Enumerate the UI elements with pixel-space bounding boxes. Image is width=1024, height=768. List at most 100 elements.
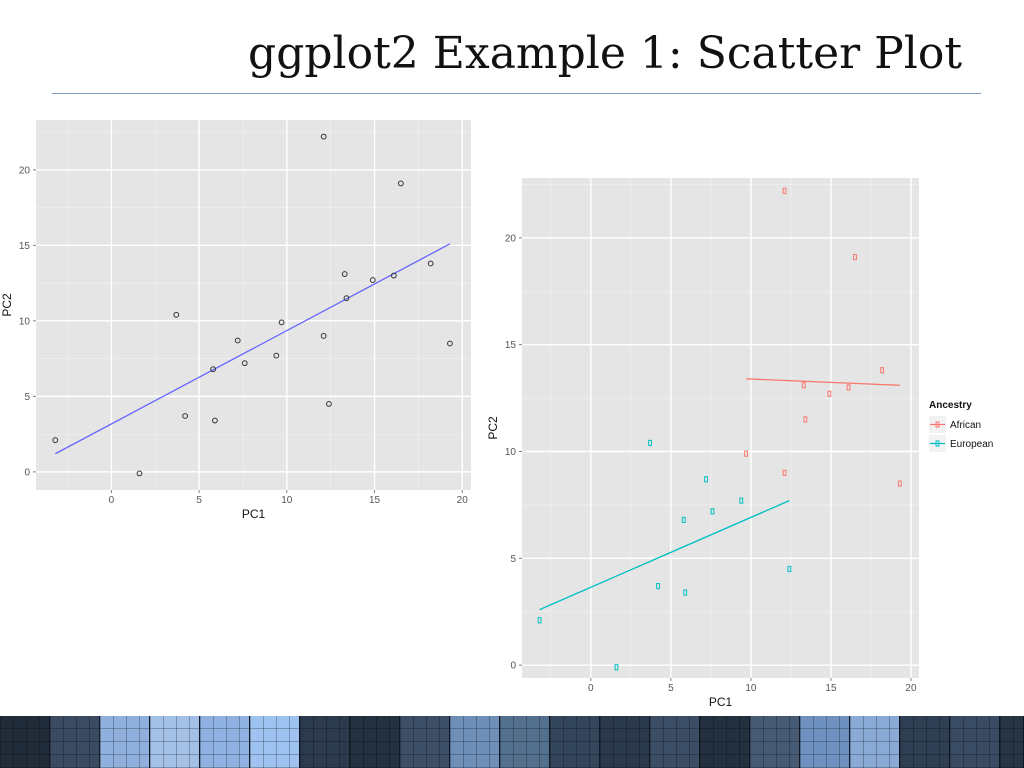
footer-tile (800, 716, 850, 768)
footer-tile (1000, 716, 1024, 768)
x-tick-label: 20 (457, 495, 469, 506)
data-point-european (710, 508, 715, 515)
y-tick-label: 0 (24, 467, 30, 478)
data-point-african (853, 253, 857, 261)
y-tick-label: 15 (505, 340, 517, 351)
data-point (369, 277, 376, 283)
y-tick-label: 20 (505, 233, 517, 244)
footer-tile (350, 716, 400, 768)
data-point (212, 417, 218, 424)
y-tick-label: 10 (19, 316, 31, 327)
footer-decoration (0, 716, 1024, 768)
data-point-european (704, 476, 708, 483)
legend: Ancestry African European (929, 400, 993, 452)
data-point-european (648, 439, 652, 447)
data-point (241, 360, 248, 367)
footer-tile (0, 716, 50, 768)
x-tick-label: 10 (281, 495, 293, 506)
scatter-plot-left: 0 5 10 15 20 0 5 10 15 20 PC1 PC2 (0, 120, 471, 521)
data-point (343, 295, 350, 302)
data-point (320, 133, 327, 140)
data-point (326, 401, 332, 407)
x-tick-label: 15 (825, 683, 837, 694)
plot-panel (36, 120, 471, 490)
x-tick-label: 15 (369, 495, 381, 506)
data-point-african (782, 469, 787, 476)
data-point (136, 470, 143, 477)
data-point (320, 333, 327, 339)
footer-tile (950, 716, 1000, 768)
data-point-european (683, 589, 688, 596)
plot-panel (522, 178, 919, 678)
legend-key-marker (935, 421, 940, 428)
data-point-african (846, 384, 851, 391)
data-point-african (782, 187, 787, 194)
title-divider (52, 93, 981, 94)
data-point (447, 340, 453, 347)
y-tick-label: 5 (510, 554, 516, 565)
x-axis-title: PC1 (709, 695, 733, 709)
data-point (52, 437, 59, 444)
footer-tile (400, 716, 450, 768)
data-point-african (803, 416, 808, 423)
x-tick-label: 5 (196, 495, 202, 506)
footer-tile (900, 716, 950, 768)
footer-tile (750, 716, 800, 768)
x-tick-label: 10 (745, 683, 757, 694)
data-point (234, 337, 241, 344)
data-point-european (537, 617, 542, 624)
data-point-european (614, 664, 619, 671)
data-point (341, 271, 348, 277)
data-point-european (656, 583, 660, 590)
regression-line-african (746, 378, 900, 386)
data-point-european (681, 516, 686, 523)
x-tick-label: 0 (588, 683, 594, 694)
y-tick-label: 10 (505, 447, 517, 458)
data-point (210, 366, 217, 373)
data-point-european (739, 497, 744, 504)
footer-tile (50, 716, 100, 768)
legend-key-marker (935, 440, 940, 447)
data-point-african (897, 480, 902, 487)
y-tick-label: 0 (510, 661, 516, 672)
data-point-african (744, 450, 749, 457)
footer-tile (250, 716, 300, 768)
footer-tile (650, 716, 700, 768)
data-point (390, 272, 397, 279)
y-tick-label: 20 (19, 165, 31, 176)
y-tick-label: 5 (24, 392, 30, 403)
x-tick-label: 20 (905, 683, 917, 694)
footer-tile (850, 716, 900, 768)
footer-tile (300, 716, 350, 768)
x-tick-label: 5 (668, 683, 674, 694)
footer-tile (150, 716, 200, 768)
y-tick-label: 15 (19, 241, 31, 252)
data-point (397, 180, 404, 187)
footer-tile (200, 716, 250, 768)
footer-tile (500, 716, 550, 768)
regression-line-european (539, 500, 790, 611)
data-point (427, 260, 434, 267)
data-point-african (880, 367, 885, 374)
legend-label-african: African (950, 420, 981, 431)
data-point-european (787, 565, 792, 573)
x-tick-label: 0 (109, 495, 115, 506)
regression-line (54, 243, 451, 455)
data-point-african (827, 390, 832, 397)
data-point (173, 311, 180, 318)
y-axis-title: PC2 (486, 416, 500, 440)
data-point (278, 319, 285, 326)
footer-tile (550, 716, 600, 768)
data-point-african (801, 382, 806, 389)
legend-title: Ancestry (929, 400, 972, 411)
y-axis-title: PC2 (0, 293, 14, 317)
data-point (182, 413, 188, 419)
x-axis-title: PC1 (242, 507, 266, 521)
data-point (273, 352, 280, 359)
footer-tile (700, 716, 750, 768)
footer-tile (600, 716, 650, 768)
footer-tile (100, 716, 150, 768)
scatter-plot-by-ancestry: 0 5 10 15 20 0 5 10 15 20 PC1 PC2 Ancestry African Eur… (486, 178, 993, 709)
footer-tile (450, 716, 500, 768)
slide-title: ggplot2 Example 1: Scatter Plot (248, 28, 962, 79)
